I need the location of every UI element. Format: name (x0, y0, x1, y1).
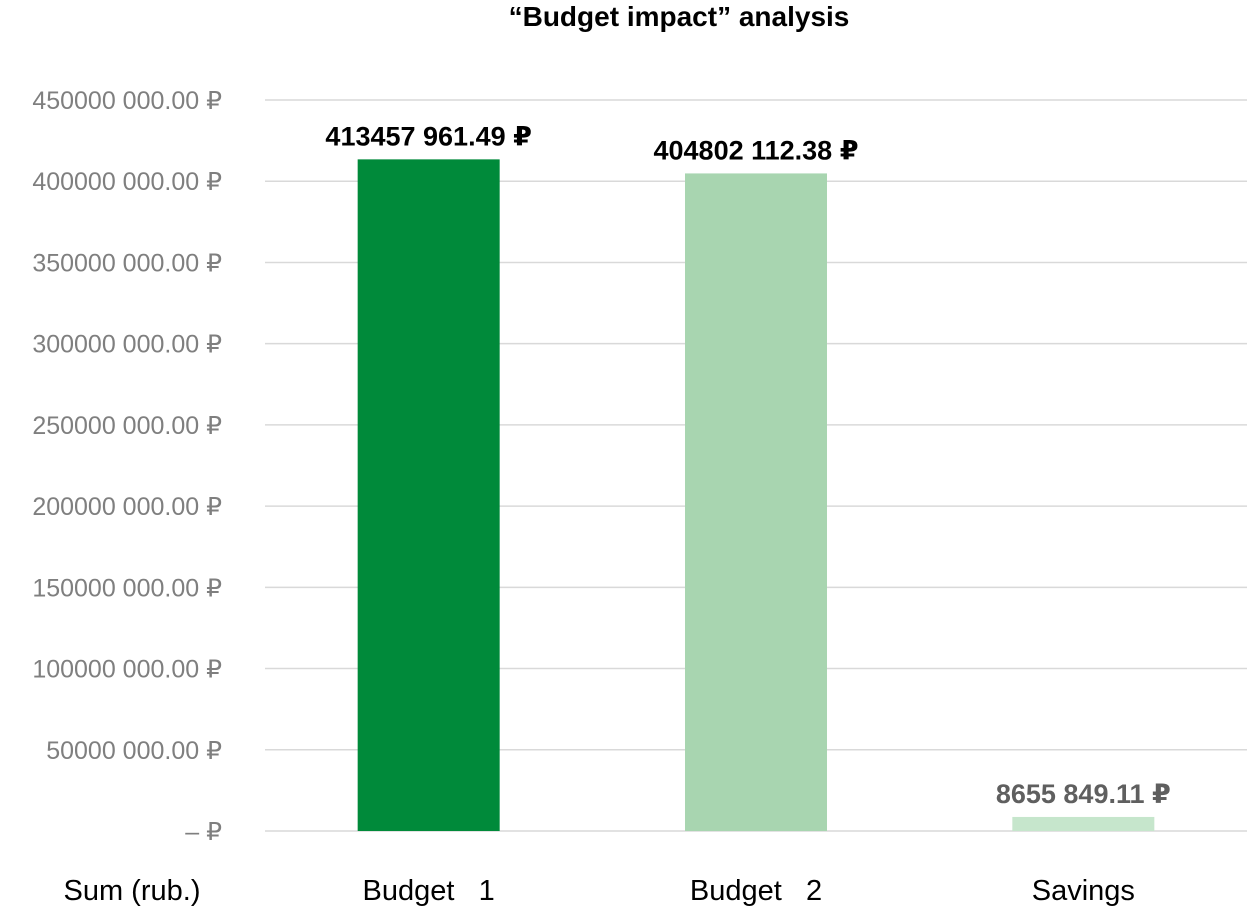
bar-data-label: 8655 849.11 ₽ (996, 779, 1171, 809)
y-tick-label: 400000 000.00 ₽ (32, 168, 222, 196)
y-axis-tick-labels: – ₽ 50000 000.00 ₽ 100000 000.00 ₽ 150000 0… (32, 87, 222, 846)
bar-data-label: 404802 112.38 ₽ (654, 135, 859, 165)
bar-data-label: 413457 961.49 ₽ (325, 121, 531, 151)
y-tick-label: 150000 000.00 ₽ (32, 574, 222, 602)
y-tick-label: 250000 000.00 ₽ (32, 412, 222, 440)
y-tick-label: – ₽ (185, 818, 222, 846)
category-labels: Budget 1 Budget 2 Savings (363, 875, 1135, 907)
y-tick-label: 350000 000.00 ₽ (32, 249, 222, 277)
y-tick-label: 200000 000.00 ₽ (32, 493, 222, 521)
category-label: Savings (1032, 875, 1135, 907)
y-tick-label: 450000 000.00 ₽ (32, 87, 222, 115)
bars (357, 159, 1155, 832)
y-tick-label: 50000 000.00 ₽ (46, 737, 222, 765)
bar (685, 173, 827, 832)
chart-title: “Budget impact” analysis (509, 1, 850, 32)
category-label: Budget 2 (690, 875, 822, 907)
y-tick-label: 100000 000.00 ₽ (32, 656, 222, 684)
bar (1012, 816, 1155, 831)
data-labels: 413457 961.49 ₽ 404802 112.38 ₽ 8655 849.1… (325, 121, 1170, 809)
category-label: Budget 1 (363, 875, 495, 907)
y-tick-label: 300000 000.00 ₽ (32, 331, 222, 359)
x-axis-label: Sum (rub.) (64, 875, 201, 907)
bar (357, 159, 500, 832)
